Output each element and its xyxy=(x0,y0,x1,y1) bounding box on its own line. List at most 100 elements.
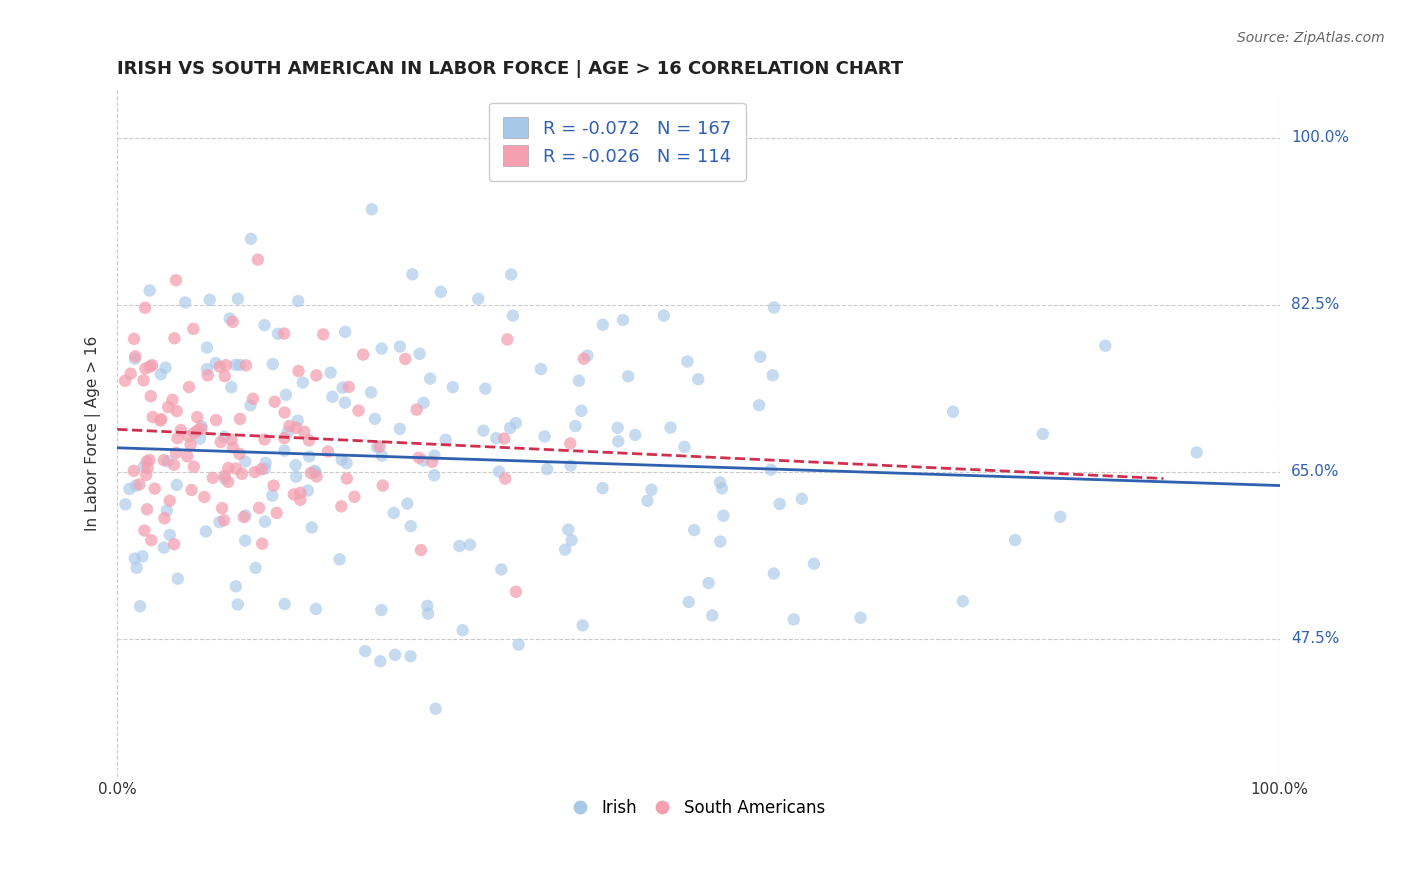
Point xyxy=(226,292,249,306)
Point xyxy=(165,446,187,460)
Point xyxy=(430,285,453,299)
Point xyxy=(287,364,309,378)
Point xyxy=(273,597,295,611)
Point xyxy=(472,424,495,438)
Point xyxy=(697,576,720,591)
Legend: Irish, South Americans: Irish, South Americans xyxy=(565,792,832,823)
Point xyxy=(592,318,614,332)
Point xyxy=(592,481,614,495)
Point xyxy=(371,478,394,492)
Point xyxy=(222,315,245,329)
Point xyxy=(330,452,353,467)
Point xyxy=(287,294,309,309)
Point xyxy=(612,313,634,327)
Point xyxy=(190,422,212,436)
Point xyxy=(170,423,193,437)
Point xyxy=(305,602,328,616)
Point xyxy=(139,389,162,403)
Point xyxy=(399,649,422,664)
Point xyxy=(499,421,522,435)
Point xyxy=(713,508,735,523)
Point xyxy=(217,475,239,489)
Point xyxy=(360,202,382,217)
Point xyxy=(533,429,555,443)
Point xyxy=(849,610,872,624)
Point xyxy=(163,458,186,472)
Point xyxy=(278,419,301,434)
Point xyxy=(177,380,200,394)
Point xyxy=(449,539,471,553)
Point xyxy=(292,425,315,439)
Point xyxy=(790,491,813,506)
Point xyxy=(494,472,516,486)
Point xyxy=(1032,426,1054,441)
Point xyxy=(165,273,187,287)
Point xyxy=(287,414,309,428)
Point xyxy=(299,466,322,480)
Point xyxy=(273,431,295,445)
Point xyxy=(366,440,388,454)
Point xyxy=(394,351,416,366)
Point xyxy=(1094,339,1116,353)
Point xyxy=(266,506,288,520)
Point xyxy=(783,612,806,626)
Point xyxy=(209,435,232,450)
Point xyxy=(370,603,392,617)
Point xyxy=(186,410,208,425)
Point xyxy=(759,463,782,477)
Point xyxy=(143,482,166,496)
Point xyxy=(749,350,772,364)
Point xyxy=(166,404,188,418)
Point xyxy=(305,368,328,383)
Point xyxy=(155,360,177,375)
Point xyxy=(285,470,308,484)
Point xyxy=(304,465,326,479)
Point xyxy=(212,513,235,527)
Point xyxy=(197,368,219,383)
Point xyxy=(284,458,307,472)
Point xyxy=(536,462,558,476)
Point xyxy=(131,549,153,564)
Point xyxy=(187,423,209,437)
Point xyxy=(624,428,647,442)
Point xyxy=(221,380,243,394)
Point xyxy=(576,349,599,363)
Point xyxy=(606,421,628,435)
Point xyxy=(434,433,457,447)
Point xyxy=(636,493,658,508)
Point xyxy=(166,431,188,445)
Point xyxy=(208,515,231,529)
Point xyxy=(194,524,217,539)
Point xyxy=(118,482,141,496)
Point xyxy=(304,464,326,478)
Point xyxy=(441,380,464,394)
Point xyxy=(211,501,233,516)
Point xyxy=(273,405,295,419)
Point xyxy=(195,341,218,355)
Point xyxy=(190,419,212,434)
Point xyxy=(688,372,710,386)
Point xyxy=(560,436,582,450)
Point xyxy=(214,369,236,384)
Point xyxy=(399,519,422,533)
Point xyxy=(952,594,974,608)
Point xyxy=(343,490,366,504)
Point xyxy=(423,468,446,483)
Point xyxy=(153,541,176,555)
Point xyxy=(371,449,394,463)
Point xyxy=(416,607,439,621)
Point xyxy=(176,450,198,464)
Point xyxy=(505,416,527,430)
Point xyxy=(166,478,188,492)
Point xyxy=(290,485,312,500)
Point xyxy=(267,326,290,341)
Point xyxy=(233,533,256,548)
Point xyxy=(193,490,215,504)
Point xyxy=(569,404,592,418)
Point xyxy=(368,654,391,668)
Point xyxy=(214,468,236,483)
Point xyxy=(554,542,576,557)
Point xyxy=(231,467,253,481)
Point xyxy=(159,493,181,508)
Point xyxy=(485,431,508,445)
